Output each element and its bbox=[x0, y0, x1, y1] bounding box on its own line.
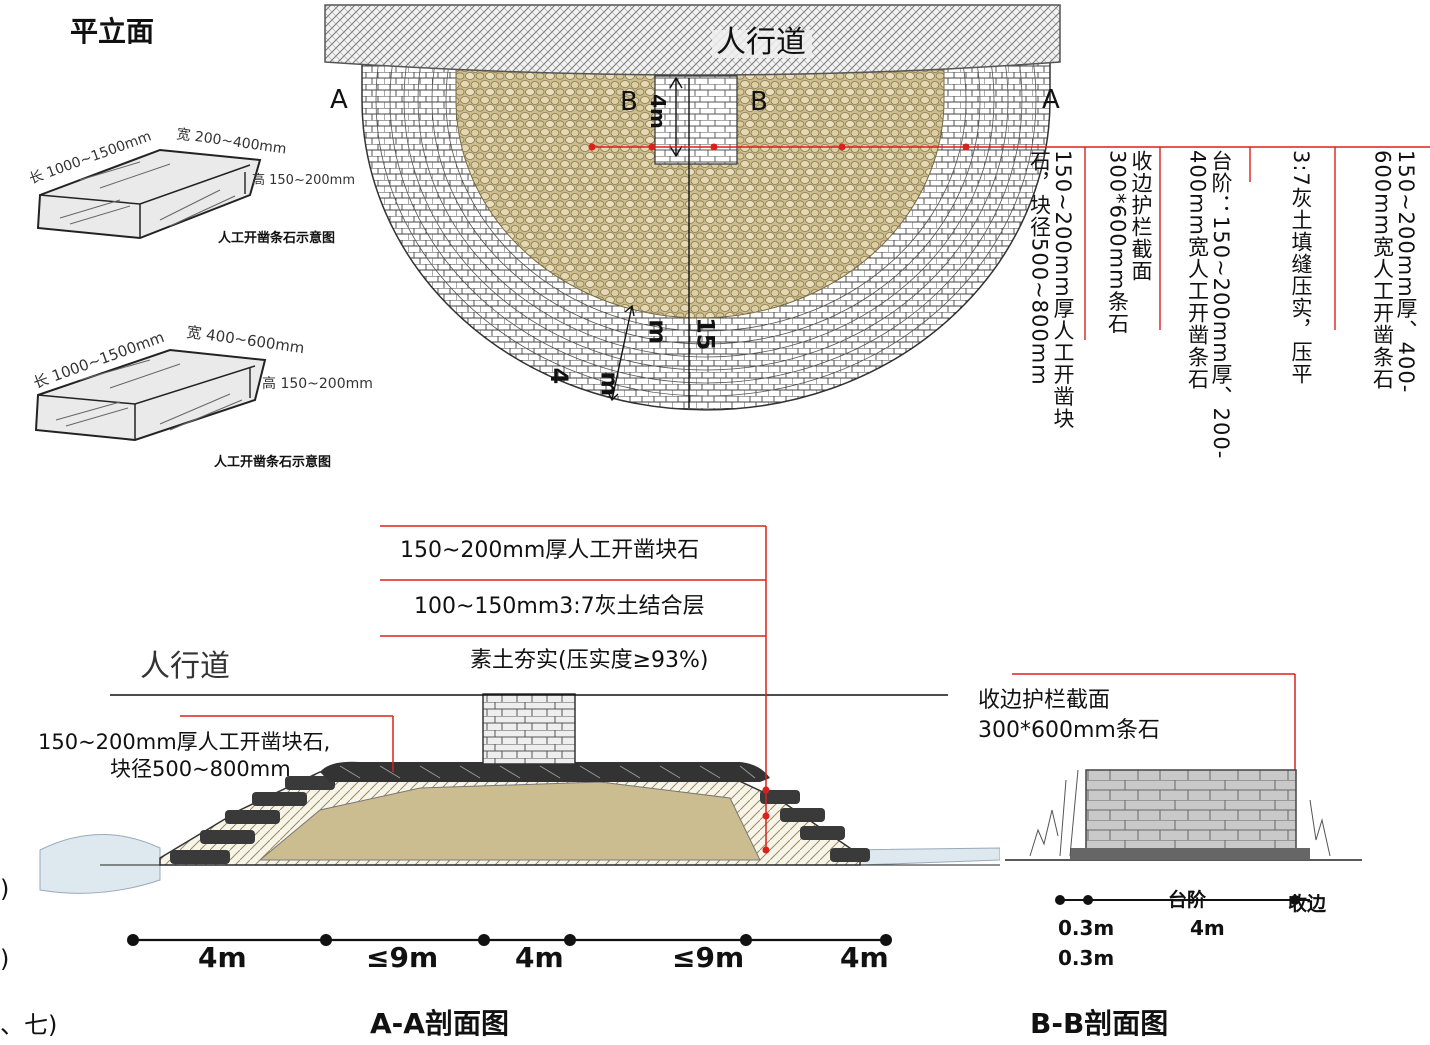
callout-ashlar-paving: 150~200mm厚、400-600mm宽人工开凿条石 bbox=[1370, 150, 1418, 394]
plan-label-b-right: B bbox=[750, 87, 768, 117]
aa-dim-2: ≤9m bbox=[366, 941, 439, 974]
plan-dim-15: 15 bbox=[691, 317, 720, 351]
bb-dim-a: 0.3m bbox=[1058, 916, 1115, 940]
aa-step-column bbox=[482, 693, 576, 765]
aa-section-title: A-A剖面图 bbox=[370, 1007, 509, 1040]
plan-walkway-label: 人行道 bbox=[716, 25, 806, 60]
callout-edge-rail: 收边护栏截面300*600mm条石 bbox=[1105, 150, 1153, 335]
sketch1-height: 高 150~200mm bbox=[252, 173, 355, 188]
callout-steps: 台阶：150~200mm厚、200-400mm宽人工开凿条石 bbox=[1185, 150, 1233, 460]
bb-step-label: 台阶 bbox=[1168, 889, 1207, 911]
sketch2-caption: 人工开凿条石示意图 bbox=[214, 455, 332, 470]
callout-lime-soil: 3:7灰土填缝压实，压平 bbox=[1289, 150, 1313, 385]
bb-label-2: 300*600mm条石 bbox=[978, 718, 1160, 743]
plan-title: 平立面 bbox=[70, 15, 155, 48]
section-aa bbox=[39, 525, 1000, 946]
plan-dim-m2: m bbox=[595, 371, 624, 397]
plan-label-b-left: B bbox=[620, 87, 638, 117]
bb-edge-label: 收边 bbox=[1288, 893, 1327, 915]
edge-fragment-1: ) bbox=[0, 875, 10, 903]
aa-dim-4: ≤9m bbox=[672, 941, 745, 974]
aa-layer-3: 素土夯实(压实度≥93%) bbox=[470, 648, 709, 673]
aa-walkway-label: 人行道 bbox=[140, 649, 230, 684]
aa-rock-label-1: 150~200mm厚人工开凿块石, bbox=[38, 730, 331, 754]
plan-walkway bbox=[324, 4, 1061, 76]
sketch2-height: 高 150~200mm bbox=[262, 376, 373, 392]
edge-fragment-3: 、七) bbox=[0, 1011, 58, 1039]
aa-dim-5: 4m bbox=[840, 941, 889, 974]
plan-dim-4: 4 bbox=[545, 367, 574, 385]
aa-layer-2: 100~150mm3:7灰土结合层 bbox=[414, 594, 705, 619]
stone-sketch-2 bbox=[34, 348, 267, 442]
bb-wall bbox=[1085, 769, 1297, 857]
plan-dim-m: m bbox=[643, 319, 672, 345]
bb-dim-c: 0.3m bbox=[1058, 946, 1115, 970]
bb-dim-b: 4m bbox=[1190, 916, 1225, 940]
plan-gravel-center bbox=[455, 69, 945, 319]
plan-label-a-right: A bbox=[1042, 85, 1060, 115]
aa-rock-label-2: 块径500~800mm bbox=[110, 757, 291, 781]
stone-sketch-1 bbox=[36, 148, 262, 240]
bb-label-1: 收边护栏截面 bbox=[978, 688, 1111, 713]
aa-dim-3: 4m bbox=[515, 941, 564, 974]
section-bb bbox=[1005, 673, 1362, 905]
edge-fragment-2: ) bbox=[0, 945, 10, 973]
callout-block-stone: 150~200mm厚人工开凿块石，块径500~800mm bbox=[1027, 150, 1075, 430]
plan-steps bbox=[654, 75, 738, 165]
bb-section-title: B-B剖面图 bbox=[1030, 1007, 1169, 1040]
plan-view bbox=[324, 4, 1430, 411]
plan-label-a-left: A bbox=[330, 85, 348, 115]
plan-dim-4m: 4m bbox=[645, 94, 670, 129]
aa-dim-1: 4m bbox=[198, 941, 247, 974]
aa-layer-1: 150~200mm厚人工开凿块石 bbox=[400, 538, 700, 563]
sketch1-caption: 人工开凿条石示意图 bbox=[218, 231, 336, 246]
